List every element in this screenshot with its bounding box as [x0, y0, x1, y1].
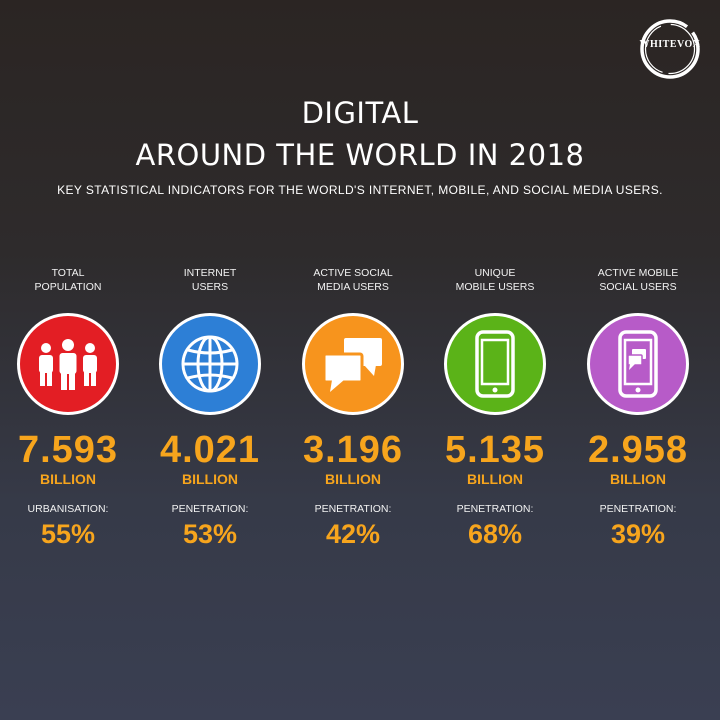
page-title-line2: AROUND THE WORLD IN 2018 [135, 138, 585, 172]
stat-label: TOTAL POPULATION [34, 267, 102, 293]
stat-unit: BILLION [325, 471, 381, 487]
stat-label: ACTIVE SOCIAL MEDIA USERS [313, 267, 393, 293]
brand-logo: WHITEVOX [637, 16, 703, 82]
page-subtitle: KEY STATISTICAL INDICATORS FOR THE WORLD… [57, 183, 663, 197]
brush-circle-icon [640, 19, 700, 79]
stat-social-media-users: ACTIVE SOCIAL MEDIA USERS 3.196 BILLION … [282, 266, 424, 550]
page-title-line1: DIGITAL [301, 96, 419, 130]
stat-sublabel: PENETRATION: [171, 503, 249, 515]
people-icon [17, 313, 119, 415]
stat-value: 7.593 [17, 429, 119, 471]
stat-value: 2.958 [587, 429, 689, 471]
stat-sublabel: PENETRATION: [456, 503, 534, 515]
stat-internet-users: INTERNET USERS 4.021 BILLION PENETRATION… [139, 266, 281, 550]
stat-unit: BILLION [182, 471, 238, 487]
stat-value: 5.135 [444, 429, 546, 471]
stat-percent: 53% [182, 519, 238, 549]
stat-mobile-social-users: ACTIVE MOBILE SOCIAL USERS 2.958 BILLION… [567, 266, 709, 550]
mobile-chat-icon [587, 313, 689, 415]
stat-total-population: TOTAL POPULATION 7.593 BILLION URBANISAT… [0, 266, 139, 550]
stat-percent: 68% [467, 519, 523, 549]
stat-label: INTERNET USERS [183, 267, 237, 293]
stat-percent: 55% [40, 519, 96, 549]
stat-percent: 39% [610, 519, 666, 549]
stat-unit: BILLION [610, 471, 666, 487]
stat-unit: BILLION [467, 471, 523, 487]
stat-label: UNIQUE MOBILE USERS [455, 267, 535, 293]
stat-value: 4.021 [159, 429, 261, 471]
stat-sublabel: PENETRATION: [599, 503, 677, 515]
chat-bubbles-icon [302, 313, 404, 415]
stat-percent: 42% [325, 519, 381, 549]
stat-label: ACTIVE MOBILE SOCIAL USERS [597, 267, 679, 293]
stat-sublabel: URBANISATION: [27, 503, 109, 515]
globe-icon [159, 313, 261, 415]
smartphone-icon [444, 313, 546, 415]
stat-unit: BILLION [40, 471, 96, 487]
stat-mobile-users: UNIQUE MOBILE USERS 5.135 BILLION PENETR… [424, 266, 566, 550]
logo-text: WHITEVOX [639, 39, 701, 50]
stat-sublabel: PENETRATION: [314, 503, 392, 515]
stat-value: 3.196 [302, 429, 404, 471]
